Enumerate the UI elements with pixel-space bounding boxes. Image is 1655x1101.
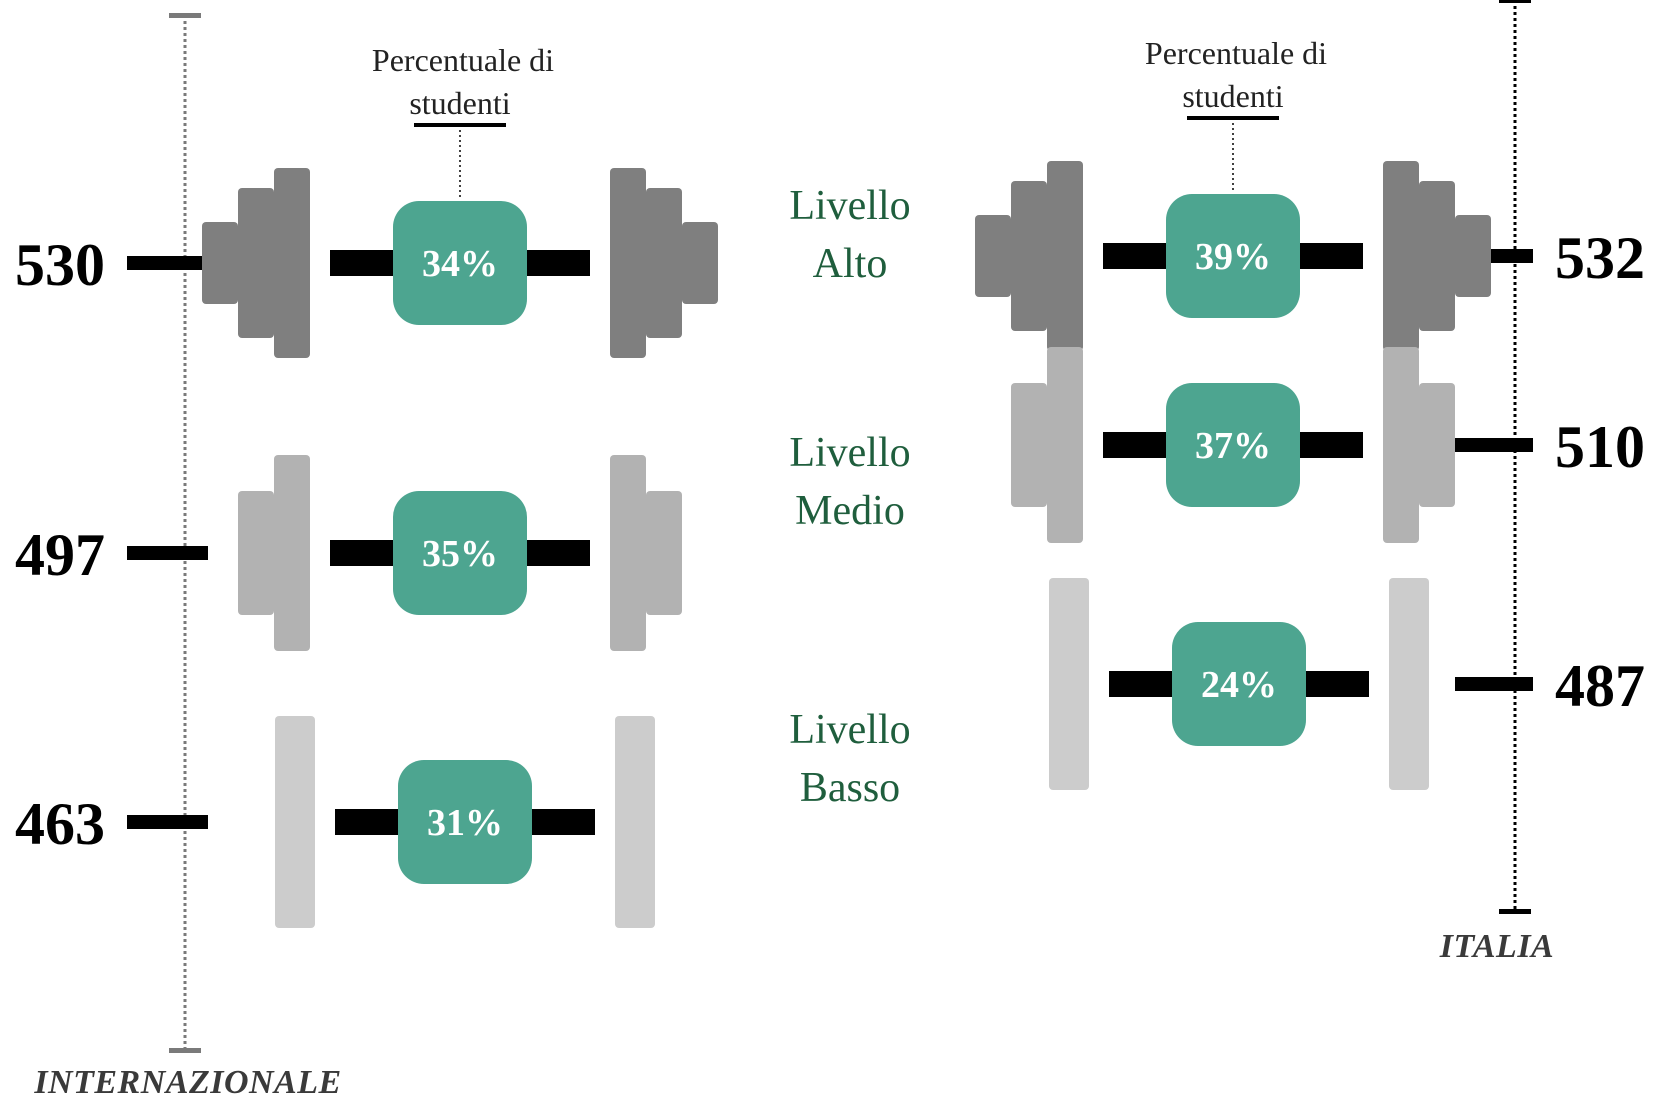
internazionale-score-alto: 530	[15, 232, 105, 298]
internazionale-axis-top-cap	[169, 13, 201, 18]
internazionale-percent-badge-basso	[398, 760, 532, 884]
internazionale-plate-right-alto-1	[610, 168, 646, 358]
italia-axis-label: ITALIA	[1439, 928, 1554, 965]
italia-plate-right-alto-1	[1383, 161, 1419, 351]
italia-plate-left-alto-2	[1011, 181, 1047, 331]
italia-percent-badge-medio	[1166, 383, 1300, 507]
internazionale-axis-bottom-cap	[169, 1048, 201, 1053]
italia-plate-right-alto-3	[1455, 215, 1491, 297]
italia-percent-badge-basso	[1172, 622, 1306, 746]
level-label-alto-line2: Alto	[813, 241, 888, 287]
internazionale-plate-left-medio-2	[238, 491, 274, 615]
internazionale-score-medio: 497	[15, 522, 105, 588]
italia-percent-badge-alto	[1166, 194, 1300, 318]
internazionale-dumbbell-basso: 463 31%	[15, 716, 655, 928]
italia-percent-annotation: Percentuale di studenti	[1145, 35, 1327, 190]
italia-axis-bottom-cap	[1499, 909, 1531, 914]
italia-score-alto: 532	[1555, 225, 1645, 291]
italia-dumbbell-medio: 510 37%	[1011, 347, 1645, 543]
italia-annotation-bracket	[1187, 116, 1279, 120]
italia-plate-right-alto-2	[1419, 181, 1455, 331]
internazionale-dumbbell-alto: 530 34%	[15, 168, 718, 358]
internazionale-plate-left-basso-1	[275, 716, 315, 928]
panel-internazionale: INTERNAZIONALE 530 34% 497 35% 463 31% Percentu…	[15, 13, 718, 1101]
internazionale-annotation-bracket	[414, 123, 506, 127]
italia-percent-label-basso: 24%	[1201, 664, 1277, 706]
italia-plate-left-medio-2	[1011, 383, 1047, 507]
internazionale-percent-badge-medio	[393, 491, 527, 615]
italia-score-medio: 510	[1555, 414, 1645, 480]
italia-annotation-line2: studenti	[1182, 78, 1283, 114]
internazionale-percent-annotation: Percentuale di studenti	[372, 42, 554, 197]
internazionale-plate-left-alto-2	[238, 188, 274, 338]
internazionale-plate-right-medio-1	[610, 455, 646, 651]
internazionale-dumbbell-medio: 497 35%	[15, 455, 682, 651]
internazionale-score-basso: 463	[15, 791, 105, 857]
italia-axis-top-cap	[1499, 0, 1531, 3]
italia-plate-right-basso-1	[1389, 578, 1429, 790]
italia-plate-right-medio-1	[1383, 347, 1419, 543]
internazionale-score-tick-alto	[127, 256, 208, 270]
internazionale-percent-badge-alto	[393, 201, 527, 325]
internazionale-plate-right-basso-1	[615, 716, 655, 928]
level-label-alto-line1: Livello	[789, 183, 910, 229]
level-labels: Livello Alto Livello Medio Livello Basso	[789, 183, 910, 811]
level-label-basso-line2: Basso	[800, 765, 900, 811]
internazionale-percent-label-basso: 31%	[427, 802, 503, 844]
internazionale-plate-right-alto-2	[646, 188, 682, 338]
internazionale-percent-label-alto: 34%	[422, 243, 498, 285]
internazionale-axis-label: INTERNAZIONALE	[33, 1064, 341, 1101]
internazionale-plate-left-alto-3	[202, 222, 238, 304]
level-label-basso-line1: Livello	[789, 707, 910, 753]
italia-score-basso: 487	[1555, 653, 1645, 719]
internazionale-annotation-line1: Percentuale di	[372, 42, 554, 78]
italia-plate-left-alto-3	[975, 215, 1011, 297]
italia-score-tick-basso	[1455, 677, 1533, 691]
internazionale-plate-right-alto-3	[682, 222, 718, 304]
level-label-medio-line2: Medio	[795, 488, 905, 534]
internazionale-score-tick-basso	[127, 815, 208, 829]
internazionale-score-tick-medio	[127, 546, 208, 560]
italia-plate-right-medio-2	[1419, 383, 1455, 507]
level-label-medio-line1: Livello	[789, 430, 910, 476]
italia-plate-left-basso-1	[1049, 578, 1089, 790]
internazionale-plate-left-medio-1	[274, 455, 310, 651]
italia-plate-left-alto-1	[1047, 161, 1083, 351]
italia-percent-label-alto: 39%	[1195, 236, 1271, 278]
internazionale-percent-label-medio: 35%	[422, 533, 498, 575]
italia-annotation-line1: Percentuale di	[1145, 35, 1327, 71]
internazionale-plate-left-alto-1	[274, 168, 310, 358]
italia-plate-left-medio-1	[1047, 347, 1083, 543]
italia-percent-label-medio: 37%	[1195, 425, 1271, 467]
italia-dumbbell-alto: 532 39%	[975, 161, 1645, 351]
internazionale-annotation-line2: studenti	[409, 85, 510, 121]
internazionale-plate-right-medio-2	[646, 491, 682, 615]
italia-score-tick-medio	[1455, 438, 1533, 452]
italia-dumbbell-basso: 487 24%	[1049, 578, 1645, 790]
panel-italia: ITALIA 532 39% 510 37% 487 24% Percentuale di st…	[975, 0, 1645, 965]
